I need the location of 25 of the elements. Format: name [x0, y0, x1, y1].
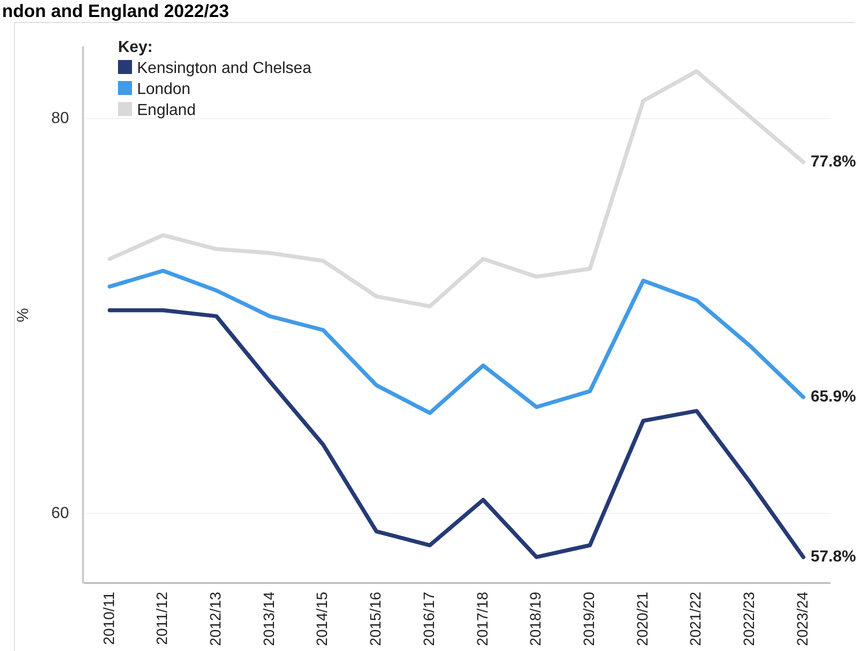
y-tick-label: 60 [51, 505, 70, 522]
legend-label: London [136, 80, 192, 100]
x-tick-label: 2014/15 [314, 592, 332, 646]
x-tick-label: 2023/24 [794, 592, 812, 646]
y-axis-title: % [15, 308, 32, 322]
x-tick-label: 2020/21 [634, 592, 652, 646]
legend-title: Key: [118, 38, 154, 58]
x-tick-label: 2021/22 [688, 592, 705, 646]
legend-label: Kensington and Chelsea [136, 59, 312, 79]
x-tick-label: 2022/23 [741, 592, 758, 646]
x-tick-label: 2019/20 [581, 592, 598, 646]
x-tick-label: 2013/14 [260, 592, 278, 646]
x-tick-label: 2015/16 [368, 592, 385, 646]
x-tick-label: 2016/17 [420, 592, 438, 646]
chart-title: ndon and England 2022/23 [2, 1, 230, 21]
x-tick-label: 2012/13 [208, 592, 225, 646]
legend-label: England [136, 101, 197, 121]
data-label: 77.8% [810, 154, 856, 171]
y-tick-label: 80 [51, 110, 70, 128]
x-tick-label: 2017/18 [474, 592, 492, 646]
data-label: 57.8% [810, 548, 856, 566]
x-tick-label: 2010/11 [100, 592, 118, 645]
x-tick-label: 2011/12 [154, 592, 172, 645]
data-label: 65.9% [810, 388, 856, 406]
x-tick-label: 2018/19 [528, 592, 545, 646]
